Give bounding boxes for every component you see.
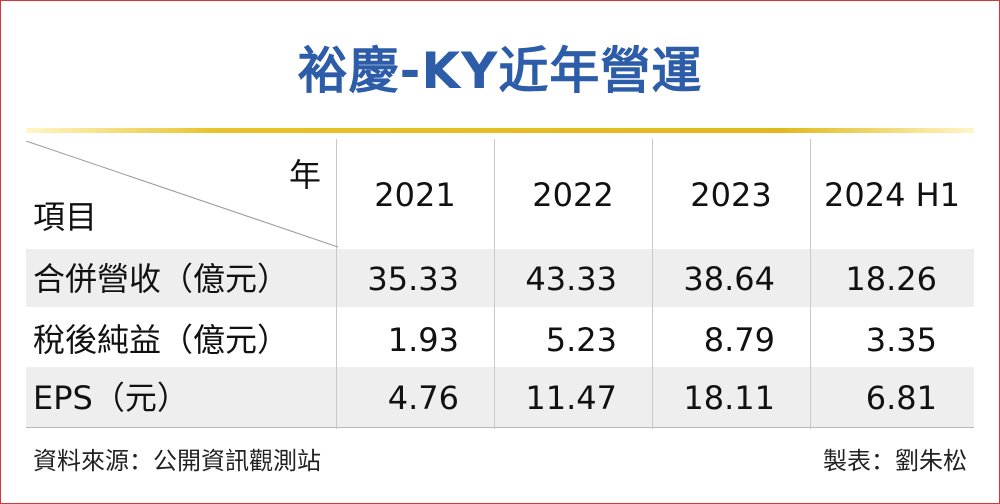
column-header: 2024 H1: [823, 176, 961, 214]
cell-value: 6.81: [865, 379, 937, 417]
column-divider: [652, 139, 653, 429]
title-rule: [26, 128, 974, 133]
corner-diagonal: [26, 141, 338, 248]
row-band: [26, 367, 974, 427]
cell-value: 8.79: [703, 321, 775, 359]
column-header: 2023: [690, 176, 772, 214]
column-divider: [494, 139, 495, 429]
column-header: 2022: [532, 176, 614, 214]
cell-value: 5.23: [545, 321, 617, 359]
cell-value: 18.26: [845, 260, 937, 298]
row-label: 合併營收（億元）: [33, 260, 290, 298]
credit: 製表：劉朱松: [823, 447, 967, 475]
diagonal-line: [26, 141, 338, 248]
bottom-rule: [26, 427, 974, 428]
row-label: 稅後純益（億元）: [33, 321, 290, 359]
row-band: [26, 249, 974, 307]
cell-value: 35.33: [367, 260, 459, 298]
corner-bottom: 項目: [33, 198, 98, 236]
cell-value: 38.64: [683, 260, 775, 298]
cell-value: 43.33: [525, 260, 617, 298]
source: 資料來源：公開資訊觀測站: [33, 447, 321, 475]
column-divider: [810, 139, 811, 429]
cell-value: 11.47: [525, 379, 617, 417]
column-divider: [336, 139, 337, 429]
cell-value: 18.11: [683, 379, 775, 417]
column-header: 2021: [374, 176, 456, 214]
corner-top: 年: [289, 156, 322, 194]
cell-value: 3.35: [865, 321, 937, 359]
title: 裕慶-KY近年營運: [297, 42, 703, 100]
cell-value: 1.93: [387, 321, 459, 359]
row-label: EPS（元）: [33, 379, 189, 417]
cell-value: 4.76: [387, 379, 459, 417]
